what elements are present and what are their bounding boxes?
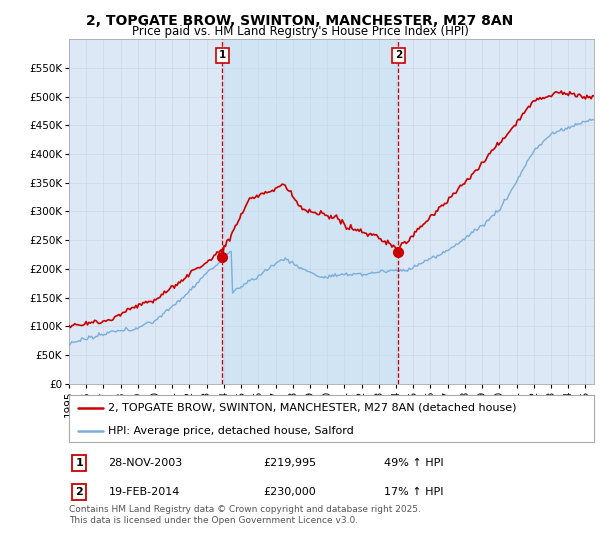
Text: £230,000: £230,000 xyxy=(263,487,316,497)
Text: 1: 1 xyxy=(219,50,226,60)
Text: 19-FEB-2014: 19-FEB-2014 xyxy=(109,487,180,497)
Text: 1: 1 xyxy=(76,458,83,468)
Text: 17% ↑ HPI: 17% ↑ HPI xyxy=(384,487,443,497)
Text: 2: 2 xyxy=(76,487,83,497)
Text: 2, TOPGATE BROW, SWINTON, MANCHESTER, M27 8AN (detached house): 2, TOPGATE BROW, SWINTON, MANCHESTER, M2… xyxy=(109,403,517,413)
Text: £219,995: £219,995 xyxy=(263,458,316,468)
Text: 2, TOPGATE BROW, SWINTON, MANCHESTER, M27 8AN: 2, TOPGATE BROW, SWINTON, MANCHESTER, M2… xyxy=(86,14,514,28)
Text: 2: 2 xyxy=(395,50,402,60)
Text: 28-NOV-2003: 28-NOV-2003 xyxy=(109,458,182,468)
Text: Contains HM Land Registry data © Crown copyright and database right 2025.
This d: Contains HM Land Registry data © Crown c… xyxy=(69,505,421,525)
Text: HPI: Average price, detached house, Salford: HPI: Average price, detached house, Salf… xyxy=(109,426,354,436)
Text: 49% ↑ HPI: 49% ↑ HPI xyxy=(384,458,443,468)
Bar xyxy=(223,39,398,384)
Text: Price paid vs. HM Land Registry's House Price Index (HPI): Price paid vs. HM Land Registry's House … xyxy=(131,25,469,38)
